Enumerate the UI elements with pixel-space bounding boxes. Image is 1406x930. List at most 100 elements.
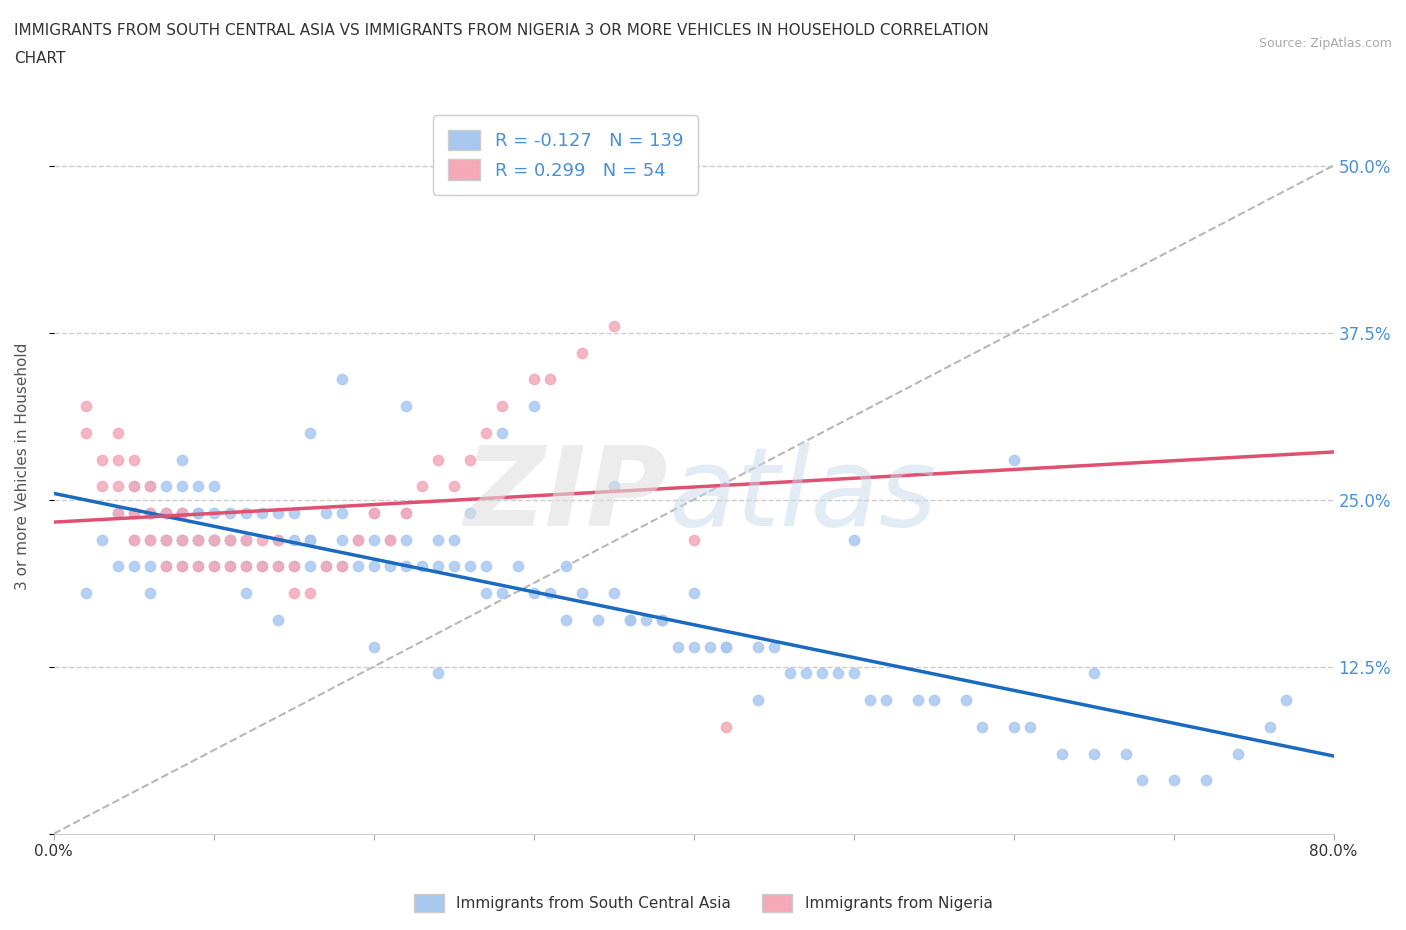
Point — [842, 532, 865, 547]
Point — [75, 425, 97, 440]
Point — [122, 452, 145, 467]
Point — [346, 532, 368, 547]
Point — [107, 506, 129, 521]
Point — [522, 372, 544, 387]
Point — [443, 479, 465, 494]
Point — [138, 532, 160, 547]
Point — [283, 559, 305, 574]
Point — [107, 506, 129, 521]
Point — [426, 532, 449, 547]
Point — [107, 559, 129, 574]
Point — [491, 399, 513, 414]
Point — [138, 532, 160, 547]
Point — [155, 532, 177, 547]
Point — [602, 586, 624, 601]
Point — [315, 559, 337, 574]
Point — [426, 452, 449, 467]
Point — [298, 532, 321, 547]
Point — [170, 452, 193, 467]
Point — [138, 559, 160, 574]
Point — [426, 666, 449, 681]
Point — [619, 613, 641, 628]
Point — [138, 506, 160, 521]
Point — [363, 532, 385, 547]
Point — [202, 532, 225, 547]
Point — [122, 479, 145, 494]
Point — [298, 586, 321, 601]
Legend: R = -0.127   N = 139, R = 0.299   N = 54: R = -0.127 N = 139, R = 0.299 N = 54 — [433, 115, 697, 194]
Point — [250, 559, 273, 574]
Point — [90, 532, 112, 547]
Point — [522, 399, 544, 414]
Point — [474, 425, 496, 440]
Point — [522, 586, 544, 601]
Point — [202, 532, 225, 547]
Point — [443, 532, 465, 547]
Point — [187, 506, 209, 521]
Point — [554, 613, 576, 628]
Point — [602, 479, 624, 494]
Point — [266, 532, 288, 547]
Point — [90, 479, 112, 494]
Point — [955, 693, 977, 708]
Point — [170, 506, 193, 521]
Point — [907, 693, 929, 708]
Point — [538, 586, 561, 601]
Point — [586, 613, 609, 628]
Point — [875, 693, 897, 708]
Point — [1130, 773, 1153, 788]
Point — [187, 559, 209, 574]
Point — [378, 532, 401, 547]
Point — [170, 532, 193, 547]
Point — [426, 559, 449, 574]
Point — [474, 559, 496, 574]
Point — [107, 452, 129, 467]
Point — [187, 506, 209, 521]
Point — [298, 425, 321, 440]
Point — [827, 666, 849, 681]
Point — [394, 559, 416, 574]
Point — [411, 479, 433, 494]
Point — [218, 532, 240, 547]
Point — [970, 720, 993, 735]
Point — [458, 452, 481, 467]
Point — [394, 532, 416, 547]
Point — [363, 639, 385, 654]
Point — [634, 613, 657, 628]
Text: ZIP: ZIP — [464, 442, 668, 549]
Point — [363, 506, 385, 521]
Point — [138, 479, 160, 494]
Point — [346, 559, 368, 574]
Point — [1163, 773, 1185, 788]
Point — [491, 586, 513, 601]
Point — [330, 372, 353, 387]
Point — [747, 639, 769, 654]
Point — [714, 639, 737, 654]
Point — [218, 532, 240, 547]
Point — [411, 559, 433, 574]
Text: atlas: atlas — [668, 442, 936, 549]
Point — [235, 532, 257, 547]
Point — [122, 506, 145, 521]
Point — [90, 452, 112, 467]
Point — [747, 693, 769, 708]
Point — [682, 639, 704, 654]
Point — [235, 559, 257, 574]
Point — [330, 506, 353, 521]
Point — [155, 559, 177, 574]
Point — [218, 506, 240, 521]
Point — [714, 720, 737, 735]
Point — [330, 559, 353, 574]
Point — [122, 532, 145, 547]
Point — [138, 506, 160, 521]
Point — [187, 532, 209, 547]
Point — [378, 559, 401, 574]
Point — [122, 506, 145, 521]
Point — [266, 506, 288, 521]
Point — [235, 532, 257, 547]
Point — [443, 559, 465, 574]
Point — [266, 613, 288, 628]
Point — [122, 479, 145, 494]
Point — [138, 586, 160, 601]
Point — [170, 532, 193, 547]
